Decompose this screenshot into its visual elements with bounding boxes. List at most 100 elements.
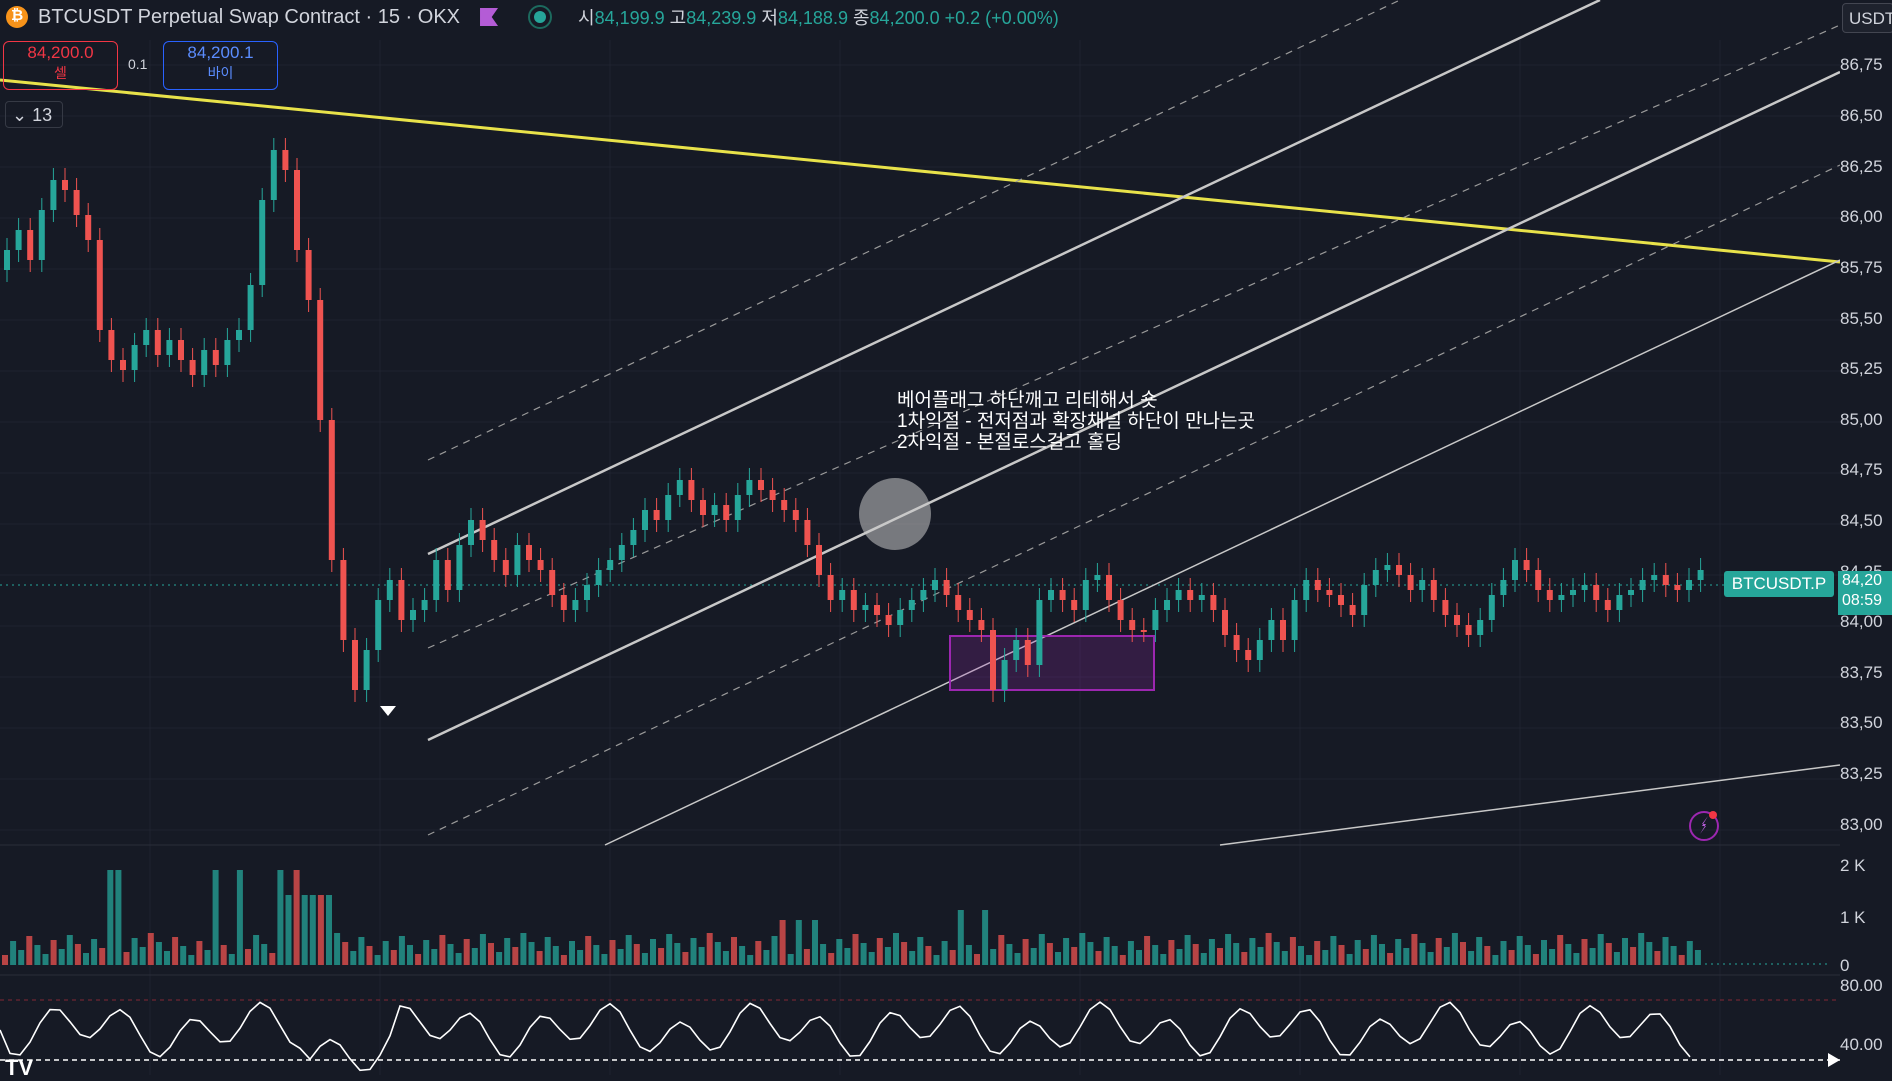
volume-bar <box>463 939 470 965</box>
candle-body <box>1500 580 1507 595</box>
candle-body <box>131 345 138 370</box>
candle-body <box>839 590 846 600</box>
candle-body <box>1233 635 1240 650</box>
grid <box>0 40 1840 1075</box>
current-price: 84,20 <box>1842 572 1883 589</box>
volume-bar <box>1241 952 1248 965</box>
price-label: 86,50 <box>1840 106 1883 125</box>
volume-bar <box>1638 933 1645 965</box>
volume-bar <box>1200 953 1207 965</box>
candle-body <box>526 545 532 560</box>
volume-bar <box>261 944 268 965</box>
volume-bar <box>301 895 308 965</box>
buy-button[interactable]: 84,200.1 바이 <box>163 41 278 90</box>
candle-body <box>769 490 776 500</box>
candle-body <box>1604 600 1611 610</box>
volume-bar <box>803 949 810 965</box>
volume-bar <box>1014 953 1021 965</box>
volume-bar <box>917 937 924 965</box>
volume-bar <box>1549 949 1556 965</box>
candle-body <box>908 600 915 610</box>
volume-bar <box>34 945 41 965</box>
candle-body <box>166 340 173 355</box>
candle-body <box>1430 580 1437 600</box>
volume-bar <box>1152 945 1159 965</box>
volume-bar <box>1330 936 1337 965</box>
volume-bar <box>398 936 405 965</box>
price-chart[interactable] <box>0 0 1840 1080</box>
price-axis[interactable]: 86,75 86,50 86,25 86,00 85,75 85,50 85,2… <box>1840 0 1892 1080</box>
candle-body <box>816 545 822 575</box>
volume-bar <box>74 944 81 965</box>
volume-bar <box>739 946 746 965</box>
volume-bar <box>390 950 397 965</box>
volume-bar <box>1379 944 1385 965</box>
candle-body <box>178 340 184 360</box>
sell-button[interactable]: 84,200.0 셀 <box>3 41 118 90</box>
channel-dashed-line <box>427 164 1840 836</box>
candle-body <box>154 330 161 355</box>
volume-bar <box>1532 954 1539 965</box>
candle-body <box>1314 580 1321 590</box>
candle-body <box>1454 615 1460 625</box>
candle-body <box>270 150 277 200</box>
volume-bar <box>1565 944 1572 965</box>
highlight-circle <box>859 478 931 550</box>
volume-bar <box>1500 941 1507 965</box>
volume-bar <box>447 944 454 965</box>
volume-bar <box>1451 933 1458 965</box>
drawings[interactable] <box>0 0 1840 846</box>
volume-bar <box>714 942 721 965</box>
lightning-glyph <box>1700 816 1708 834</box>
volume-bar <box>1686 941 1693 965</box>
volume-bar <box>876 938 883 965</box>
candle-body <box>4 250 10 270</box>
candle-body <box>433 560 440 600</box>
candle-body <box>1222 610 1228 635</box>
volume-bar <box>212 870 219 965</box>
volume-bar <box>1022 939 1029 965</box>
axis-arrow-icon <box>1828 1053 1840 1067</box>
candle-body <box>38 210 45 260</box>
candle-body <box>328 420 335 560</box>
buy-price: 84,200.1 <box>187 43 254 62</box>
candle-body <box>1558 595 1565 600</box>
candle-body <box>978 620 985 630</box>
volume-bar <box>504 938 511 965</box>
candle-body <box>1593 585 1600 600</box>
flag-icon[interactable] <box>480 8 499 26</box>
volume-bar <box>10 941 17 965</box>
volume-bar <box>155 942 162 965</box>
candle-body <box>1326 590 1333 595</box>
candle-body <box>1407 575 1414 590</box>
tradingview-logo[interactable]: TV <box>5 1055 34 1080</box>
candle-body <box>1686 580 1692 590</box>
candle-body <box>1535 570 1542 590</box>
price-label: 85,50 <box>1840 309 1883 328</box>
candle-body <box>1546 590 1553 600</box>
volume-bar <box>941 941 948 965</box>
currency-button[interactable]: USDT <box>1842 3 1892 33</box>
candle-body <box>456 545 463 590</box>
current-price-tag: 84,20 08:59 <box>1838 571 1892 615</box>
symbol-price-tag: BTCUSDT.P <box>1724 571 1834 597</box>
volume-bar <box>1038 934 1045 965</box>
indicators-toggle[interactable]: ⌄ 13 <box>5 101 63 128</box>
close-label: 종 <box>852 8 870 28</box>
volume-bar <box>196 941 203 965</box>
candle-body <box>305 250 312 300</box>
volume-bar <box>560 955 567 965</box>
candle-body <box>50 180 57 210</box>
volume-bar <box>828 953 835 965</box>
candle-body <box>1523 560 1530 570</box>
volume-bar <box>779 920 786 965</box>
volume-bar <box>277 870 284 965</box>
price-label: 84,50 <box>1840 511 1883 530</box>
candle-body <box>1280 620 1286 640</box>
candle-body <box>1152 610 1159 630</box>
trade-note[interactable]: 베어플래그 하단깨고 리테해서 숏 1차익절 - 전저점과 확장채널 하단이 만나… <box>897 390 1255 453</box>
symbol-title[interactable]: BTCUSDT Perpetual Swap Contract · 15 · O… <box>38 5 461 28</box>
candle-body <box>885 615 892 625</box>
high-value: 84,239.9 <box>686 8 757 28</box>
volume-bar <box>585 936 592 965</box>
